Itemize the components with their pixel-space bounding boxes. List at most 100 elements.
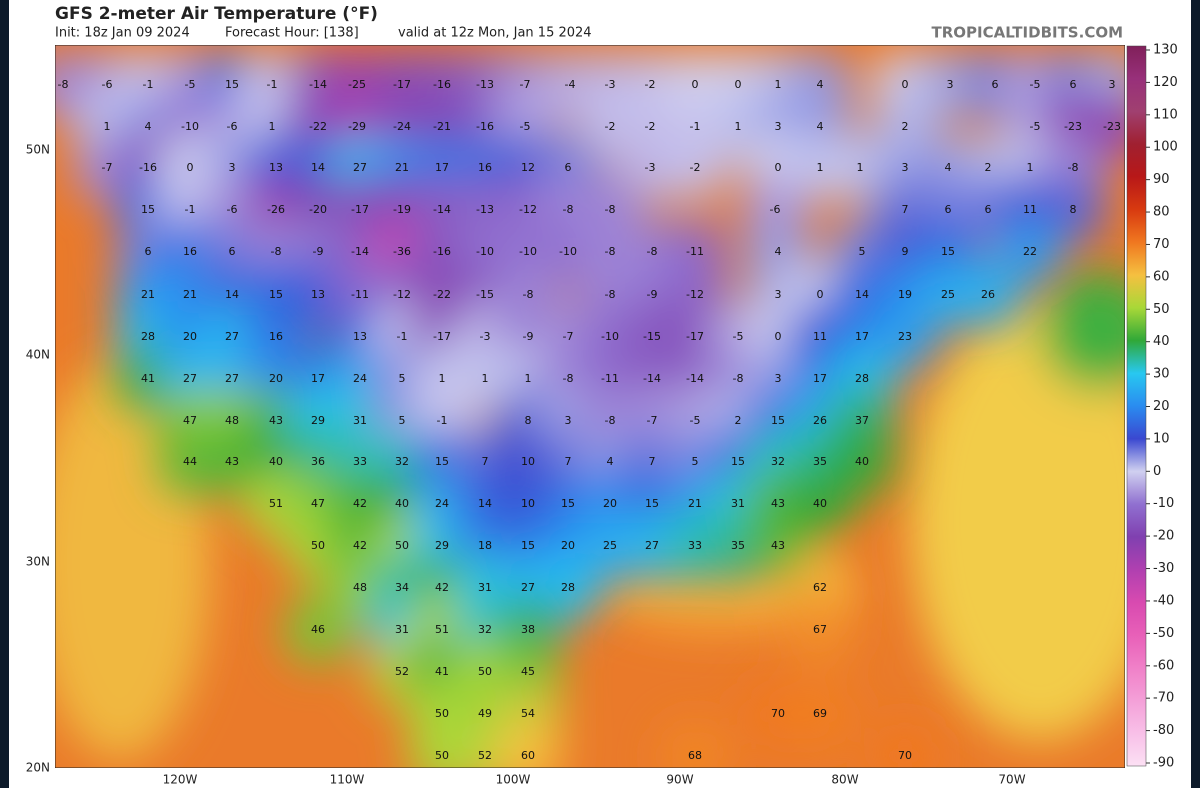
temperature-value: -8 [605, 245, 616, 258]
temperature-value: 50 [435, 707, 449, 720]
temperature-value: 50 [478, 665, 492, 678]
temperature-value: -9 [647, 288, 658, 301]
temperature-value: 28 [141, 330, 155, 343]
temperature-value: 42 [353, 539, 367, 552]
temperature-value: -6 [102, 78, 113, 91]
temperature-value: 0 [187, 161, 194, 174]
temperature-value: 14 [855, 288, 869, 301]
temperature-value: -21 [433, 120, 451, 133]
temperature-value: -8 [58, 78, 69, 91]
temperature-cell [284, 596, 352, 664]
colorbar-label: -60 [1153, 658, 1174, 673]
temperature-value: 21 [688, 497, 702, 510]
temperature-value: 1 [269, 120, 276, 133]
temperature-value: 29 [311, 414, 325, 427]
temperature-value: 20 [561, 539, 575, 552]
temperature-value: 8 [1070, 203, 1077, 216]
temperature-value: 31 [731, 497, 745, 510]
temperature-cell [1039, 176, 1107, 244]
temperature-value: 15 [141, 203, 155, 216]
temperature-value: 34 [395, 581, 409, 594]
temperature-value: -8 [605, 414, 616, 427]
temperature-value: 38 [521, 623, 535, 636]
temperature-value: 35 [731, 539, 745, 552]
temperature-value: 6 [145, 245, 152, 258]
temperature-value: 31 [353, 414, 367, 427]
temperature-value: 2 [735, 414, 742, 427]
temperature-value: 50 [435, 749, 449, 762]
temperature-value: -22 [309, 120, 327, 133]
colorbar-label: -80 [1153, 723, 1174, 738]
temperature-value: 62 [813, 581, 827, 594]
temperature-value: -14 [433, 203, 451, 216]
temperature-cell [871, 722, 939, 768]
temperature-value: -12 [393, 288, 411, 301]
temperature-value: 0 [775, 330, 782, 343]
temperature-labels: -8 -6 -1 -5 15 -1 -14 -25 -17 -16 -13 -7 -4 -3 -2 0 0 1 4 0… [58, 78, 1121, 762]
temperature-value: -6 [770, 203, 781, 216]
temperature-value: 18 [478, 539, 492, 552]
temperature-value: 67 [813, 623, 827, 636]
temperature-value: 27 [183, 372, 197, 385]
temperature-value: -8 [1068, 161, 1079, 174]
temperature-value: 10 [521, 455, 535, 468]
temperature-value: 4 [775, 245, 782, 258]
longitude-label: 80W [831, 773, 858, 787]
temperature-cell [661, 134, 729, 202]
temperature-value: 43 [771, 497, 785, 510]
temperature-value: 46 [311, 623, 325, 636]
temperature-value: 1 [857, 161, 864, 174]
temperature-value: -16 [433, 78, 451, 91]
map: -8 -6 -1 -5 15 -1 -14 -25 -17 -16 -13 -7 -4 -3 -2 0 0 1 4 0… [55, 45, 1125, 768]
temperature-value: 48 [353, 581, 367, 594]
temperature-value: -16 [433, 245, 451, 258]
temperature-value: -14 [309, 78, 327, 91]
temperature-value: 25 [941, 288, 955, 301]
init-time: Init: 18z Jan 09 2024 [55, 26, 190, 41]
temperature-value: 52 [395, 665, 409, 678]
temperature-value: 13 [269, 161, 283, 174]
temperature-value: 31 [478, 581, 492, 594]
temperature-value: 3 [775, 120, 782, 133]
temperature-value: -23 [1103, 120, 1121, 133]
colorbar-label: 40 [1153, 334, 1170, 349]
temperature-value: 1 [735, 120, 742, 133]
temperature-field [55, 51, 1125, 768]
temperature-value: 22 [1023, 245, 1037, 258]
colorbar-label: 110 [1153, 107, 1178, 122]
temperature-value: 28 [561, 581, 575, 594]
temperature-value: -14 [686, 372, 704, 385]
temperature-value: 1 [1027, 161, 1034, 174]
temperature-value: 40 [855, 455, 869, 468]
valid-time: valid at 12z Mon, Jan 15 2024 [398, 26, 592, 41]
temperature-value: 70 [898, 749, 912, 762]
temperature-value: 15 [225, 78, 239, 91]
temperature-value: -9 [313, 245, 324, 258]
temperature-value: 12 [521, 161, 535, 174]
temperature-value: 37 [855, 414, 869, 427]
temperature-value: -7 [102, 161, 113, 174]
temperature-value: 47 [183, 414, 197, 427]
temperature-value: 23 [898, 330, 912, 343]
temperature-value: -17 [686, 330, 704, 343]
temperature-value: -2 [605, 120, 616, 133]
temperature-value: 26 [981, 288, 995, 301]
temperature-value: 27 [225, 330, 239, 343]
latitude-label: 20N [26, 761, 50, 775]
temperature-value: -16 [139, 161, 157, 174]
temperature-value: 4 [145, 120, 152, 133]
temperature-value: 2 [985, 161, 992, 174]
temperature-value: 7 [482, 455, 489, 468]
longitude-label: 120W [163, 773, 198, 787]
temperature-value: 24 [353, 372, 367, 385]
temperature-value: 31 [395, 623, 409, 636]
temperature-value: -26 [267, 203, 285, 216]
temperature-value: -7 [563, 330, 574, 343]
temperature-cell [828, 428, 896, 496]
temperature-value: 27 [353, 161, 367, 174]
temperature-value: 0 [735, 78, 742, 91]
colorbar-label: 90 [1153, 172, 1170, 187]
frame-left [0, 0, 9, 788]
temperature-value: 50 [395, 539, 409, 552]
